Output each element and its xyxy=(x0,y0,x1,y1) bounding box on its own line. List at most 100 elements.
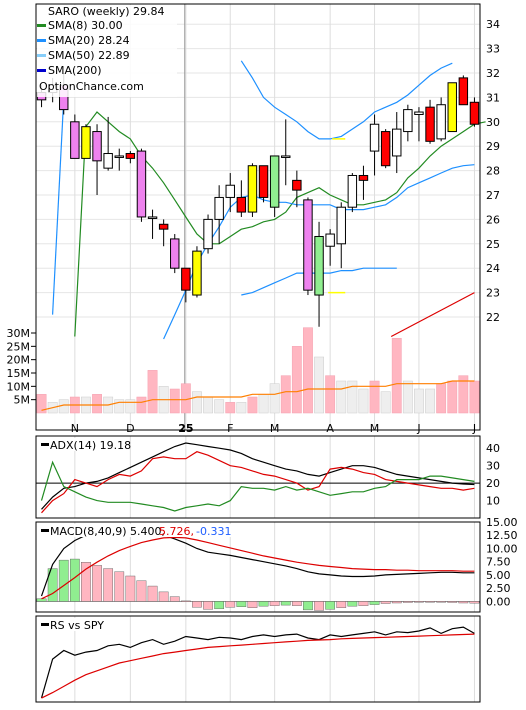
macd-histogram-bar xyxy=(158,591,169,602)
volume-bar xyxy=(291,346,302,414)
macd-histogram-bar xyxy=(280,601,291,606)
price-tick-label: 34 xyxy=(486,18,500,31)
macd-histogram-bar xyxy=(325,601,336,610)
candle-body xyxy=(336,206,346,245)
volume-bar xyxy=(414,388,424,414)
macd-histogram-bar xyxy=(258,601,269,607)
macd-tick-label: 2.50 xyxy=(486,582,511,595)
macd-tick-label: 10.00 xyxy=(486,542,518,555)
rs-swatch xyxy=(41,623,49,626)
candle-body xyxy=(114,155,124,158)
candle-body xyxy=(325,233,335,247)
adx-line xyxy=(40,460,475,512)
price-tick-label: 32 xyxy=(486,67,500,80)
price-tick-label: 24 xyxy=(486,262,500,275)
legend-entry: SMA(50) 22.89 xyxy=(48,49,130,62)
price-tick-label: 23 xyxy=(486,287,500,300)
volume-tick-label: 5M xyxy=(14,394,31,407)
macd-histogram-bar xyxy=(436,601,447,603)
macd-tick-label: 7.50 xyxy=(486,556,511,569)
macd-histogram-bar xyxy=(114,571,125,602)
candle-body xyxy=(347,174,358,208)
rs-frame xyxy=(35,615,481,703)
macd-histogram-bar xyxy=(402,601,413,603)
candle-body xyxy=(458,77,469,106)
adx-line xyxy=(41,451,475,514)
sma-line xyxy=(163,164,475,340)
adx-panel: 10 20 30 40 ADX(14) 19.18 xyxy=(35,435,500,519)
legend-swatch xyxy=(37,69,46,72)
adx-label: ADX(14) 19.18 xyxy=(50,439,131,452)
rs-label: RS vs SPY xyxy=(50,619,104,632)
macd-histogram-bar xyxy=(225,601,236,608)
adx-tick-label: 10 xyxy=(486,495,500,508)
price-tick-label: 26 xyxy=(486,213,500,226)
volume-tick-label: 25M xyxy=(7,340,31,353)
candle-body xyxy=(269,155,280,208)
macd-histogram-bar xyxy=(36,598,47,602)
candle-body xyxy=(158,223,169,230)
volume-bar xyxy=(380,391,391,414)
macd-histogram-bar xyxy=(458,601,469,604)
macd-histogram-bar xyxy=(214,601,225,610)
macd-histogram-bar xyxy=(136,580,147,602)
macd-swatch xyxy=(41,529,49,532)
rs-panel: RS vs SPY xyxy=(35,615,481,703)
macd-histogram-bar xyxy=(203,601,213,610)
volume-bar xyxy=(325,375,336,414)
price-tick-label: 25 xyxy=(486,238,500,251)
candle-body xyxy=(314,235,324,296)
macd-histogram-bar xyxy=(236,601,247,607)
candle-body xyxy=(380,131,391,167)
macd-histogram-bar xyxy=(391,601,402,604)
volume-bar xyxy=(447,380,458,414)
volume-bar xyxy=(369,380,380,414)
volume-bar xyxy=(469,380,480,414)
price-tick-label: 28 xyxy=(486,165,500,178)
candle-body xyxy=(203,218,213,250)
sma-line xyxy=(52,97,65,315)
candle-body xyxy=(403,109,413,133)
volume-bar xyxy=(436,383,447,414)
candle-body xyxy=(392,128,402,157)
rs-label-bg xyxy=(39,618,113,631)
volume-bar xyxy=(136,396,147,414)
candle-body xyxy=(225,184,235,198)
x-tick-label: M xyxy=(370,422,380,435)
x-tick-label: M xyxy=(270,422,280,435)
candle-body xyxy=(92,131,102,162)
macd-tick-label: 5.00 xyxy=(486,569,511,582)
adx-tick-label: 40 xyxy=(486,442,500,455)
legend-entry: SMA(200) xyxy=(48,64,102,77)
macd-histogram-bar xyxy=(303,601,313,611)
macd-histogram-bar xyxy=(269,601,280,606)
x-tick-label: J xyxy=(416,422,420,435)
candle-body xyxy=(292,179,302,191)
legend-swatch xyxy=(37,39,46,42)
macd-histogram-bar xyxy=(380,601,391,604)
macd-label: MACD(8,40,9) 5.400, xyxy=(50,525,165,538)
volume-bar xyxy=(214,399,225,414)
price-tick-label: 31 xyxy=(486,91,500,104)
macd-histogram-bar xyxy=(347,601,358,607)
volume-bar xyxy=(36,394,47,414)
candle-body xyxy=(192,250,202,296)
macd-tick-label: 0.00 xyxy=(486,595,511,608)
x-tick-label: A xyxy=(326,422,334,435)
volume-tick-label: 30M xyxy=(7,327,31,340)
candle-body xyxy=(247,165,258,213)
volume-tick-label: 15M xyxy=(7,367,31,380)
candle-body xyxy=(214,196,224,220)
legend-swatch xyxy=(37,24,46,27)
volume-bar xyxy=(303,327,313,414)
volume-tick-label: 10M xyxy=(7,380,31,393)
volume-bar xyxy=(125,399,136,414)
x-tick-label: J xyxy=(472,422,476,435)
macd-histogram-bar xyxy=(469,601,480,604)
macd-histogram-bar xyxy=(425,601,435,603)
macd-label-bg xyxy=(39,524,235,537)
price-tick-label: 33 xyxy=(486,43,500,56)
adx-label-bg xyxy=(39,438,117,451)
macd-histogram-bar xyxy=(358,601,369,606)
